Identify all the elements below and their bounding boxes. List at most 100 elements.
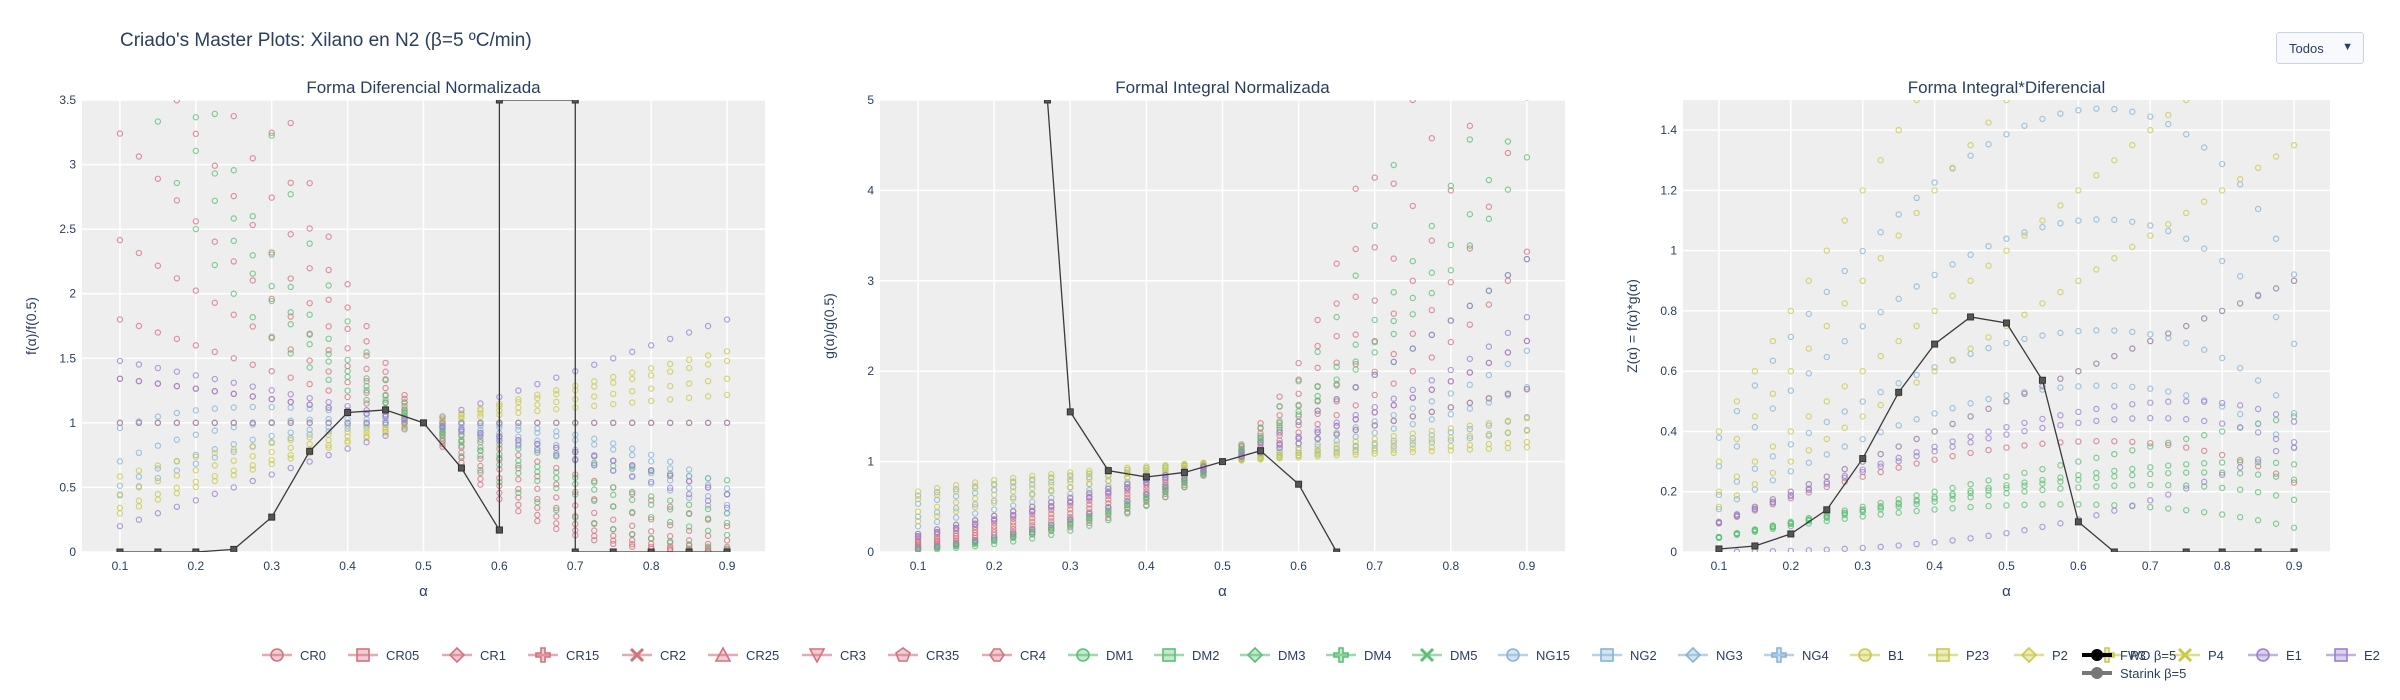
model-point xyxy=(344,402,351,410)
model-point xyxy=(1878,605,1883,610)
model-point xyxy=(1877,401,1884,409)
model-point xyxy=(249,221,256,229)
model-point xyxy=(1787,522,1795,530)
legend-item-dm5[interactable]: DM5 xyxy=(1412,647,1477,663)
legend-item-p2[interactable]: P2 xyxy=(2014,646,2068,664)
model-point xyxy=(173,436,181,443)
model-point xyxy=(268,297,275,305)
legend-item-cr25[interactable]: CR25 xyxy=(708,646,779,663)
fwo-point xyxy=(1219,458,1226,466)
model-point xyxy=(287,434,294,442)
model-point xyxy=(971,495,979,502)
y-tick-label: 0.6 xyxy=(1660,364,1677,378)
model-point xyxy=(2112,610,2117,615)
model-point xyxy=(401,406,408,413)
model-point xyxy=(1770,591,1775,596)
legend-item-starink[interactable]: Starink β=5 xyxy=(2082,666,2186,681)
model-point xyxy=(1967,400,1974,407)
legend-item-fwo[interactable]: FWO β=5 xyxy=(2082,648,2176,663)
model-point xyxy=(1409,413,1416,420)
model-point xyxy=(269,72,274,77)
model-point xyxy=(1967,493,1974,501)
model-point xyxy=(306,364,313,371)
legend-item-cr0[interactable]: CR0 xyxy=(262,648,326,663)
model-point xyxy=(1409,277,1416,284)
legend-item-e1[interactable]: E1 xyxy=(2248,648,2302,663)
model-point xyxy=(2290,496,2298,504)
model-point xyxy=(1086,514,1093,522)
legend-item-dm2[interactable]: DM2 xyxy=(1154,648,1219,663)
legend-item-dm1[interactable]: DM1 xyxy=(1068,648,1133,663)
model-point xyxy=(704,497,712,504)
legend-item-cr2[interactable]: CR2 xyxy=(622,647,686,663)
model-point xyxy=(249,252,256,259)
legend-item-dm4[interactable]: DM4 xyxy=(1326,647,1391,663)
model-point xyxy=(1860,610,1865,615)
model-point xyxy=(1986,600,1991,605)
legend-item-cr3[interactable]: CR3 xyxy=(802,648,866,664)
model-point xyxy=(666,487,674,494)
legend-item-p23[interactable]: P23 xyxy=(1928,648,1989,663)
model-point xyxy=(136,72,141,77)
model-point xyxy=(2291,37,2296,42)
model-point xyxy=(933,488,941,496)
legend-item-e2[interactable]: E2 xyxy=(2326,648,2380,663)
legend-item-ng3[interactable]: NG3 xyxy=(1678,646,1743,664)
legend-item-cr4[interactable]: CR4 xyxy=(982,648,1046,663)
legend-item-ng2[interactable]: NG2 xyxy=(1592,648,1657,663)
legend-label: CR1 xyxy=(480,648,506,663)
model-point xyxy=(1895,232,1902,239)
legend-item-cr35[interactable]: CR35 xyxy=(888,647,959,663)
x-tick-label: 0.1 xyxy=(910,559,927,573)
model-point xyxy=(230,237,237,245)
model-point xyxy=(1787,387,1795,394)
legend-item-cr15[interactable]: CR15 xyxy=(528,647,599,663)
model-point xyxy=(1333,398,1340,405)
model-point xyxy=(2112,605,2117,610)
legend-item-cr1[interactable]: CR1 xyxy=(442,646,506,664)
model-point xyxy=(1931,506,1938,513)
model-point xyxy=(268,251,275,258)
legend-item-dm3[interactable]: DM3 xyxy=(1240,646,1305,664)
model-point xyxy=(230,467,237,474)
model-point xyxy=(325,233,332,240)
model-filter-dropdown[interactable]: Todos ▼ xyxy=(2276,32,2364,64)
legend-item-ng4[interactable]: NG4 xyxy=(1764,647,1829,663)
model-point xyxy=(515,469,522,477)
fwo-point xyxy=(116,548,124,552)
model-point xyxy=(231,72,236,77)
model-point xyxy=(1787,492,1795,500)
model-point xyxy=(2093,172,2100,179)
model-point xyxy=(382,396,389,403)
model-point xyxy=(2202,590,2207,595)
model-point xyxy=(1295,454,1302,461)
model-point xyxy=(1842,609,1847,614)
model-point xyxy=(211,162,219,169)
model-point xyxy=(2165,481,2172,489)
model-point xyxy=(1048,518,1055,525)
model-point xyxy=(2290,410,2298,417)
model-point xyxy=(534,444,541,452)
model-point xyxy=(1896,610,1901,615)
model-point xyxy=(2273,582,2278,587)
legend-item-b1[interactable]: B1 xyxy=(1850,648,1904,663)
model-point xyxy=(1371,441,1378,449)
model-point xyxy=(1949,443,1956,450)
model-point xyxy=(382,413,389,420)
x-tick-label: 0.8 xyxy=(1442,559,1459,573)
model-point xyxy=(1787,458,1795,465)
model-point xyxy=(2076,610,2081,615)
legend-item-cr05[interactable]: CR05 xyxy=(348,648,419,663)
legend-item-ng15[interactable]: NG15 xyxy=(1498,648,1570,663)
model-point xyxy=(1859,466,1866,473)
model-point xyxy=(2220,37,2225,42)
fwo-point xyxy=(1295,480,1303,488)
legend-item-p4[interactable]: P4 xyxy=(2170,647,2224,663)
model-point xyxy=(192,218,200,225)
x-tick-label: 0.6 xyxy=(491,559,508,573)
model-point xyxy=(287,398,294,406)
model-point xyxy=(628,375,636,383)
model-point xyxy=(192,497,200,504)
model-point xyxy=(1967,489,1974,497)
model-point xyxy=(2220,610,2225,615)
